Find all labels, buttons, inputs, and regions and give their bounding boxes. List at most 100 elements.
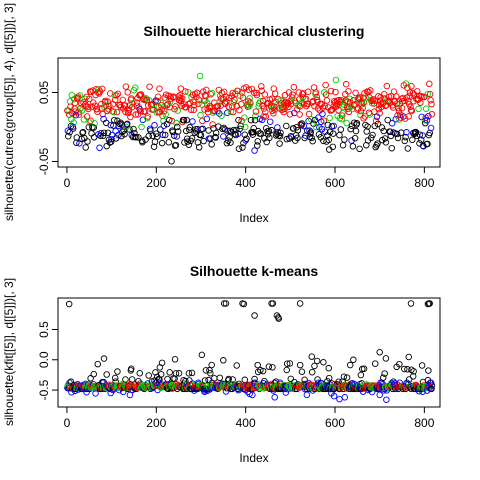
data-point bbox=[359, 100, 366, 108]
data-point bbox=[428, 110, 436, 118]
data-point bbox=[184, 88, 192, 96]
data-point bbox=[233, 362, 240, 369]
data-point bbox=[207, 370, 214, 377]
data-point bbox=[356, 145, 363, 153]
data-point bbox=[208, 141, 215, 148]
data-point bbox=[264, 130, 272, 138]
data-point bbox=[178, 102, 186, 109]
data-point bbox=[424, 140, 431, 148]
data-point bbox=[209, 121, 216, 128]
data-point bbox=[417, 136, 425, 144]
data-point bbox=[243, 135, 250, 142]
data-point bbox=[82, 144, 89, 151]
data-point bbox=[305, 110, 313, 118]
data-point bbox=[202, 367, 210, 374]
data-point bbox=[106, 102, 113, 110]
data-point bbox=[194, 139, 202, 146]
data-point bbox=[296, 102, 304, 110]
data-point bbox=[301, 376, 308, 384]
data-point bbox=[187, 106, 195, 114]
data-point bbox=[111, 116, 118, 124]
x-tick-label: 400 bbox=[236, 416, 256, 430]
data-point bbox=[382, 139, 390, 146]
x-tick-label: 600 bbox=[325, 176, 345, 190]
data-point bbox=[338, 115, 345, 123]
data-point bbox=[215, 86, 223, 94]
outlier-point bbox=[220, 300, 228, 307]
panel-kmeans-points bbox=[64, 300, 436, 403]
data-point bbox=[100, 355, 108, 362]
panel-kmeans-y-axis: -0.5 0.0 0.5 bbox=[37, 321, 59, 400]
panel-hierarchical-xlabel: Index bbox=[239, 211, 268, 225]
data-point bbox=[117, 119, 124, 127]
data-point bbox=[231, 130, 239, 138]
data-point bbox=[249, 131, 257, 138]
data-point bbox=[177, 85, 185, 92]
data-point bbox=[333, 103, 340, 110]
data-point bbox=[206, 102, 214, 110]
data-point bbox=[332, 88, 339, 96]
data-point bbox=[271, 90, 279, 97]
data-point bbox=[111, 374, 119, 382]
data-point bbox=[405, 113, 412, 120]
x-tick-label: 200 bbox=[146, 176, 166, 190]
data-point bbox=[83, 113, 91, 120]
data-point bbox=[281, 91, 289, 99]
data-point bbox=[413, 88, 421, 95]
data-point bbox=[321, 102, 328, 110]
data-point bbox=[274, 124, 281, 131]
data-point bbox=[123, 120, 131, 128]
data-point bbox=[226, 127, 234, 135]
data-point bbox=[346, 361, 354, 369]
data-point bbox=[231, 96, 238, 104]
data-point bbox=[325, 364, 333, 372]
data-point bbox=[87, 88, 95, 96]
data-point bbox=[188, 369, 196, 377]
data-point bbox=[170, 93, 177, 101]
data-point bbox=[164, 100, 172, 108]
data-point bbox=[325, 374, 333, 382]
data-point bbox=[78, 107, 86, 114]
data-point bbox=[157, 371, 165, 378]
data-point bbox=[116, 120, 123, 128]
data-point bbox=[74, 93, 82, 100]
data-point bbox=[247, 116, 255, 124]
data-point bbox=[367, 87, 374, 94]
panel-kmeans-x-axis: 0 200 400 600 800 bbox=[64, 406, 435, 430]
data-point bbox=[318, 100, 325, 108]
data-point bbox=[402, 133, 409, 141]
data-point bbox=[182, 127, 190, 135]
data-point bbox=[88, 130, 95, 137]
data-point bbox=[265, 127, 273, 135]
data-point bbox=[369, 131, 376, 139]
data-point bbox=[86, 95, 93, 103]
data-point bbox=[188, 135, 196, 142]
data-point bbox=[417, 92, 425, 100]
data-point bbox=[276, 140, 283, 147]
data-point bbox=[85, 123, 93, 131]
data-point bbox=[224, 137, 232, 144]
data-point bbox=[75, 111, 83, 118]
outlier-point bbox=[383, 396, 390, 403]
data-point bbox=[345, 88, 352, 95]
data-point bbox=[396, 111, 404, 118]
data-point bbox=[65, 132, 72, 140]
data-point bbox=[141, 107, 149, 115]
data-point bbox=[250, 124, 257, 132]
outlier-point bbox=[336, 395, 343, 403]
outlier-point bbox=[269, 300, 277, 307]
data-point bbox=[424, 90, 432, 98]
data-point bbox=[374, 120, 382, 128]
data-point bbox=[258, 87, 265, 95]
data-point bbox=[298, 368, 306, 376]
data-point bbox=[122, 83, 130, 90]
data-point bbox=[208, 89, 216, 97]
data-point bbox=[266, 134, 273, 142]
data-point bbox=[260, 105, 268, 112]
data-point bbox=[427, 96, 434, 104]
data-point bbox=[153, 133, 161, 140]
data-point bbox=[295, 89, 303, 96]
data-point bbox=[371, 97, 379, 104]
data-point bbox=[154, 93, 162, 101]
data-point bbox=[428, 382, 436, 389]
